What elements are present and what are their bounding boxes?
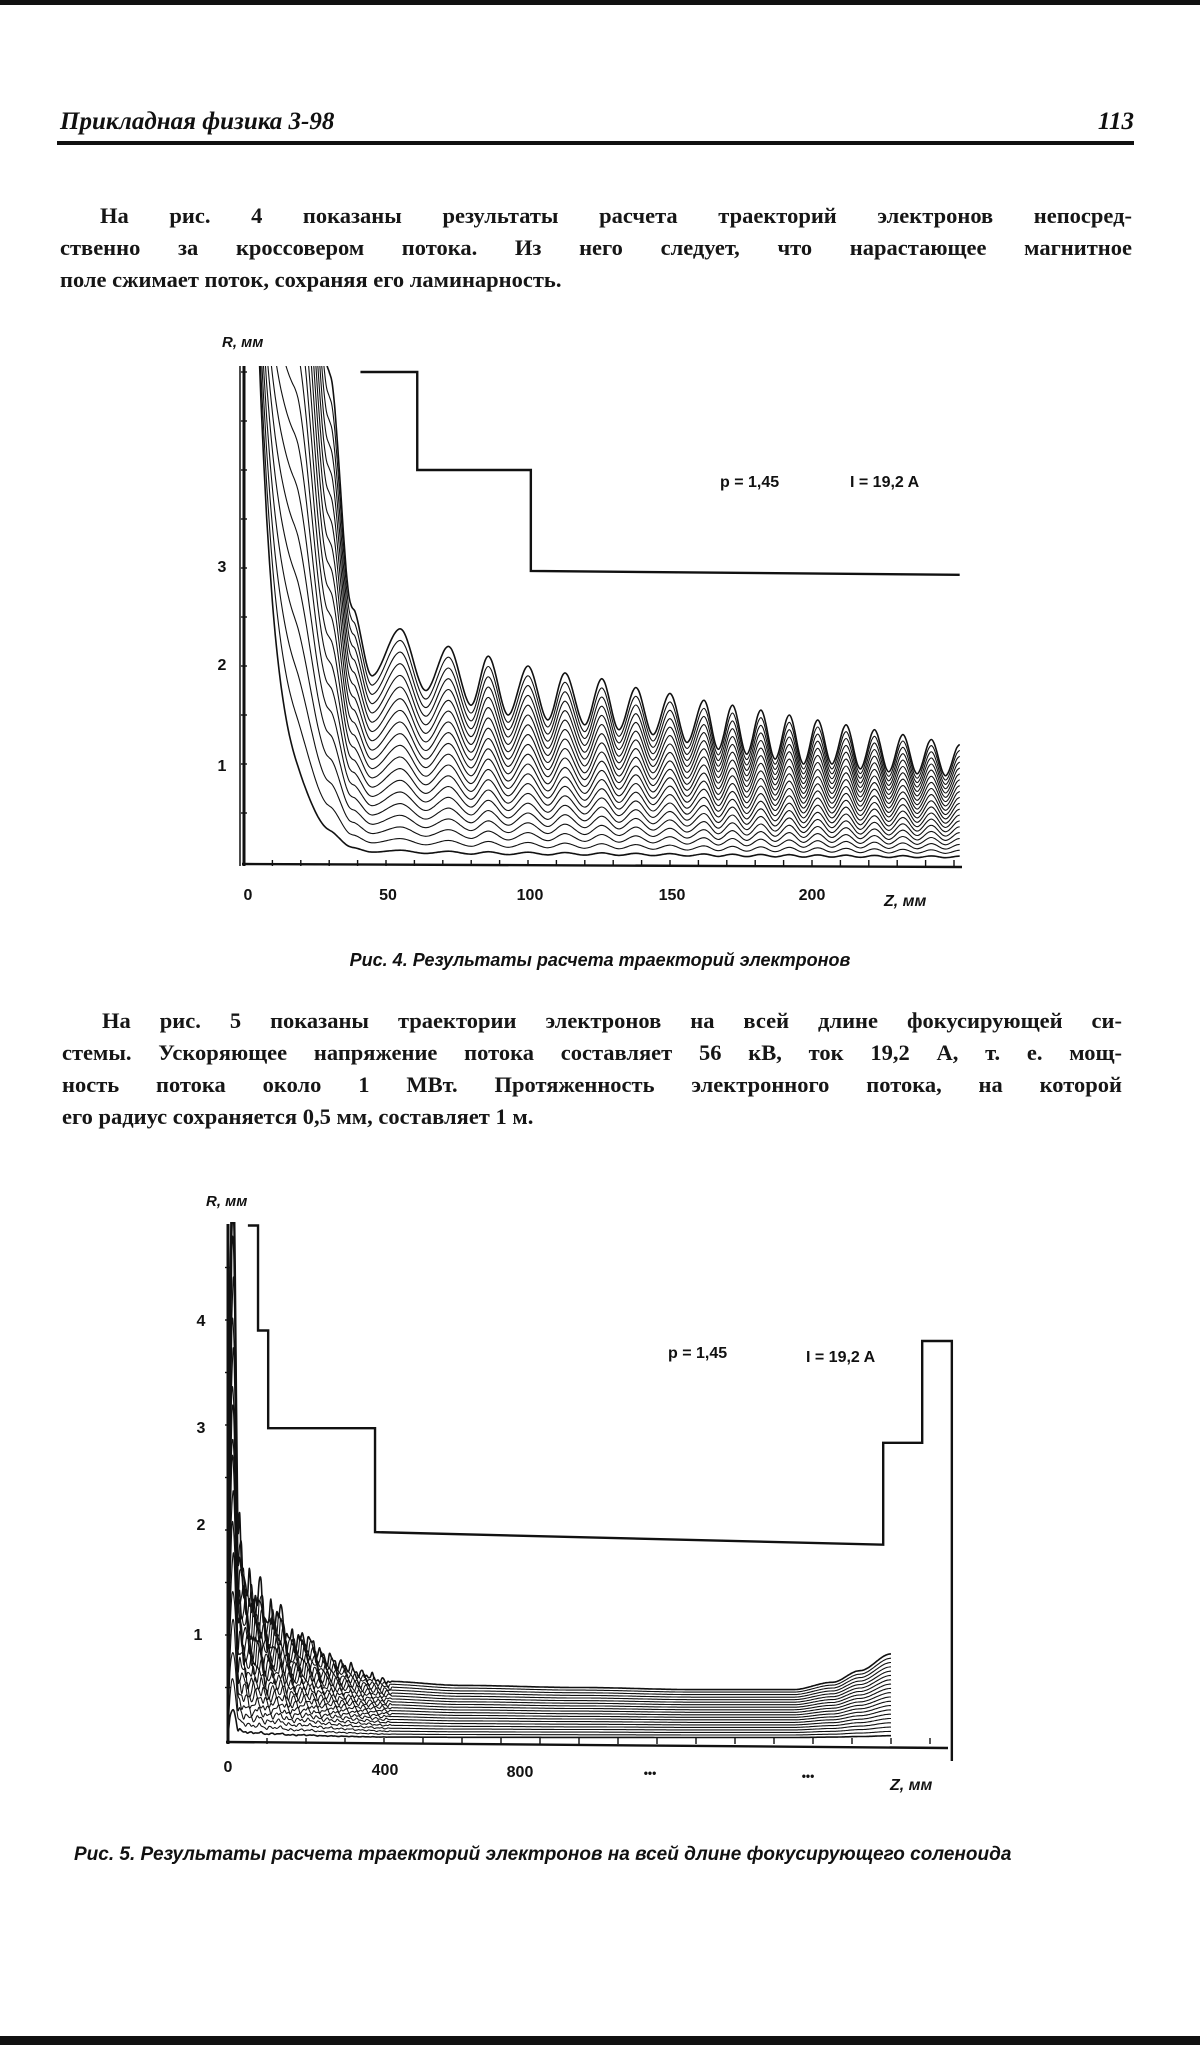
x-tick-label: 50 bbox=[379, 887, 397, 904]
figure-4-caption: Рис. 4. Результаты расчета траекторий эл… bbox=[349, 950, 851, 970]
x-tick-label: 400 bbox=[372, 1762, 399, 1779]
y-tick-label: 1 bbox=[194, 1627, 203, 1644]
trajectory-line bbox=[228, 1222, 892, 1713]
paragraph-line: ственно за кроссовером потока. Из него с… bbox=[60, 235, 1132, 260]
x-tick-label: 0 bbox=[224, 1759, 233, 1776]
annotation-current: I = 19,2 A bbox=[850, 474, 920, 491]
axes bbox=[239, 366, 963, 869]
trajectory-line bbox=[299, 366, 960, 820]
paragraph-line: ность потока около 1 МВт. Протяженность … bbox=[62, 1072, 1122, 1097]
annotation-p: p = 1,45 bbox=[720, 474, 779, 491]
trajectory-line bbox=[313, 366, 960, 803]
paragraph-1: На рис. 4 показаны результаты расчета тр… bbox=[60, 200, 1132, 296]
trajectory-line bbox=[228, 1591, 891, 1728]
paragraph-2: На рис. 5 показаны траектории электронов… bbox=[62, 1005, 1122, 1133]
trajectory-line bbox=[228, 1708, 891, 1739]
annotation-p: p = 1,45 bbox=[668, 1345, 727, 1362]
y-tick-label: 1 bbox=[218, 758, 227, 775]
trajectory-line bbox=[276, 366, 960, 829]
y-tick-labels: 1 2 3 4 bbox=[194, 1313, 206, 1644]
trajectory-line bbox=[261, 366, 960, 850]
trajectory-line bbox=[228, 1454, 891, 1718]
x-tick-label: 150 bbox=[659, 887, 686, 904]
trajectory-line bbox=[228, 1222, 892, 1696]
x-tick-label: 200 bbox=[799, 887, 826, 904]
header-rule bbox=[57, 141, 1134, 145]
trajectory-line bbox=[315, 366, 960, 798]
y-tick-label: 3 bbox=[218, 559, 227, 576]
scan-top-edge bbox=[0, 0, 1200, 5]
x-axis bbox=[241, 862, 963, 869]
trajectory-group bbox=[258, 366, 960, 859]
trajectory-line bbox=[228, 1222, 892, 1697]
page-number: 113 bbox=[1097, 108, 1134, 135]
trajectory-line bbox=[228, 1386, 892, 1711]
trajectory-line bbox=[228, 1347, 892, 1708]
trajectory-line bbox=[228, 1520, 891, 1727]
annotation-current: I = 19,2 A bbox=[806, 1349, 876, 1366]
paragraph-line: стемы. Ускоряющее напряжение потока сост… bbox=[62, 1040, 1122, 1065]
trajectory-line bbox=[308, 366, 960, 811]
boundary-line bbox=[360, 370, 960, 577]
x-tick-labels: 0 400 800 ••• ••• bbox=[224, 1759, 815, 1783]
trajectory-line bbox=[319, 366, 960, 790]
paragraph-line: его радиус сохраняется 0,5 мм, составляе… bbox=[62, 1104, 534, 1129]
x-axis-label: Z, мм bbox=[883, 893, 927, 910]
x-tick-label: 100 bbox=[517, 887, 544, 904]
paragraph-line: На рис. 4 показаны результаты расчета тр… bbox=[100, 203, 1132, 228]
y-tick-label: 3 bbox=[197, 1420, 206, 1437]
trajectory-line bbox=[228, 1235, 892, 1701]
trajectory-line bbox=[228, 1490, 891, 1722]
trajectory-group bbox=[228, 1222, 892, 1739]
x-axis bbox=[225, 1740, 949, 1750]
trajectory-line bbox=[270, 366, 960, 833]
trajectory-line bbox=[317, 366, 960, 794]
boundary-line bbox=[247, 1224, 954, 1761]
y-tick-labels: 1 2 3 bbox=[218, 559, 227, 775]
figure-5-caption: Рис. 5. Результаты расчета траекторий эл… bbox=[74, 1844, 1012, 1865]
paragraph-line: На рис. 5 показаны траектории электронов… bbox=[102, 1008, 1122, 1033]
trajectory-line bbox=[304, 366, 960, 816]
y-tick-label: 4 bbox=[197, 1313, 206, 1330]
trajectory-line bbox=[326, 366, 960, 777]
paragraph-line: поле сжимает поток, сохраняя его ламинар… bbox=[60, 267, 562, 292]
y-tick-label: 2 bbox=[197, 1517, 206, 1534]
y-axis-label: R, мм bbox=[206, 1193, 247, 1210]
x-tick-label: ••• bbox=[802, 1769, 815, 1783]
trajectory-line bbox=[262, 366, 960, 846]
x-tick-labels: 0 50 100 150 200 bbox=[244, 887, 826, 904]
trajectory-line bbox=[285, 366, 960, 824]
trajectory-line bbox=[310, 366, 960, 807]
trajectory-line bbox=[323, 366, 960, 781]
running-header-journal: Прикладная физика 3-98 bbox=[60, 108, 335, 135]
trajectory-line bbox=[228, 1404, 892, 1713]
trajectory-line bbox=[264, 366, 960, 841]
scan-bottom-edge bbox=[0, 2036, 1200, 2045]
trajectory-line bbox=[228, 1678, 891, 1736]
trajectory-line bbox=[228, 1317, 892, 1706]
trajectory-line bbox=[321, 366, 960, 785]
trajectory-line bbox=[228, 1618, 891, 1731]
trajectory-line bbox=[228, 1222, 892, 1691]
x-tick-label: 0 bbox=[244, 887, 253, 904]
x-axis-label: Z, мм bbox=[889, 1777, 933, 1794]
x-tick-label: 800 bbox=[507, 1764, 534, 1781]
trajectory-line bbox=[260, 366, 960, 854]
trajectory-line bbox=[267, 366, 960, 837]
y-tick-label: 2 bbox=[218, 657, 227, 674]
trajectory-line bbox=[228, 1276, 892, 1703]
y-axis-label: R, мм bbox=[222, 334, 263, 351]
trajectory-line bbox=[258, 366, 960, 859]
trajectory-line bbox=[228, 1652, 891, 1733]
trajectory-line bbox=[228, 1552, 891, 1726]
axes bbox=[225, 1224, 954, 1761]
x-tick-label: ••• bbox=[644, 1766, 657, 1780]
